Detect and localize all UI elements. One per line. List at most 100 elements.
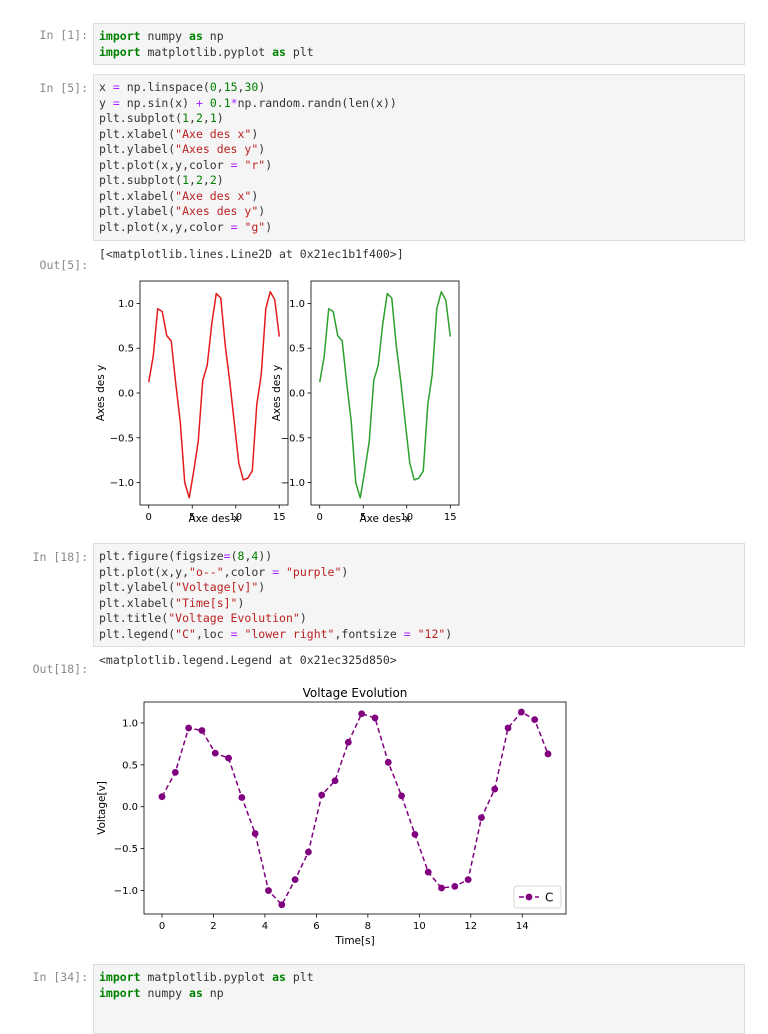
right-subplot: 0 5 10 15 −1.0 −0.5 0.0 0.5 1.0 Axe des x Axes des… [271, 280, 460, 525]
code-cell[interactable]: plt.figure(figsize=(8,4)) plt.plot(x,y,"o… [93, 543, 745, 647]
code-token: ( [230, 549, 238, 563]
code-token: "Axes des y" [175, 142, 259, 156]
code-token: "purple" [285, 564, 342, 579]
code-token: np [202, 29, 224, 43]
code-token: = [230, 157, 238, 172]
code-token: = [272, 564, 280, 579]
code-token: 30 [244, 80, 259, 94]
y-tick-label: 0.0 [122, 802, 138, 813]
x-tick-label: 15 [444, 512, 457, 523]
code-token: as [272, 970, 286, 984]
code-token: ) [341, 564, 349, 579]
code-token: numpy [140, 29, 190, 43]
x-axis-label: Axe des x [188, 513, 239, 525]
code-token: "Voltage Evolution" [168, 611, 300, 625]
code-token: plt.subplot( [99, 111, 183, 125]
code-line: plt.xlabel("Time[s]") [99, 596, 739, 612]
data-point [278, 901, 286, 909]
code-token: ,fontsize [334, 626, 404, 641]
data-point [464, 876, 472, 884]
x-tick-label: 10 [413, 921, 426, 932]
code-line: plt.ylabel("Voltage[v]") [99, 580, 739, 596]
code-line: plt.figure(figsize=(8,4)) [99, 549, 739, 565]
code-token: plt.legend( [99, 626, 176, 641]
code-cell[interactable]: x = np.linspace(0,15,30) y = np.sin(x) + … [93, 74, 745, 241]
code-token: "Axe des x" [175, 126, 252, 141]
code-token: "Time[s]" [175, 595, 238, 610]
code-token [411, 627, 418, 641]
code-token: as [189, 985, 203, 1000]
code-editor[interactable]: x = np.linspace(0,15,30) y = np.sin(x) + … [99, 80, 739, 235]
code-line: y = np.sin(x) + 0.1*np.random.randn(len(… [99, 96, 739, 112]
code-token: 2 [195, 173, 203, 187]
data-point [424, 868, 432, 876]
x-tick-label: 2 [210, 921, 216, 932]
x-tick-label: 5 [360, 512, 366, 523]
input-prompt: In [34]: [32, 970, 88, 984]
code-token: "r" [244, 157, 266, 172]
data-point [531, 716, 539, 723]
code-editor[interactable]: import matplotlib.pyplot as plt import nu… [99, 970, 739, 1001]
code-line: plt.title("Voltage Evolution") [99, 611, 739, 627]
code-token: plt.xlabel( [99, 126, 176, 141]
input-prompt: In [1]: [39, 28, 88, 42]
code-token: plt.ylabel( [99, 142, 176, 156]
code-line: plt.subplot(1,2,2) [99, 173, 739, 189]
y-tick-label: −1.0 [114, 886, 138, 897]
voltage-plot: 0 2 4 6 8 10 12 14 −1.0 −0.5 0.0 0.5 1.0 Time[s] Volta… [96, 686, 567, 947]
data-point [371, 714, 379, 722]
y-tick-label: 0.0 [118, 389, 134, 400]
code-token: plt.xlabel( [99, 188, 176, 203]
code-line: plt.xlabel("Axe des x") [99, 127, 739, 143]
y-tick-label: −0.5 [281, 433, 305, 444]
left-subplot: 0 5 10 15 −1.0 −0.5 0.0 0.5 1.0 Axe des x Axes des… [95, 280, 289, 525]
code-line: plt.plot(x,y,color = "g") [99, 220, 739, 236]
code-token: ) [251, 188, 259, 203]
input-prompt: In [5]: [39, 81, 88, 95]
y-tick-label: −0.5 [110, 433, 134, 444]
code-token: matplotlib.pyplot [140, 44, 273, 59]
series-line [147, 291, 281, 499]
data-point [318, 791, 326, 799]
code-token: import [99, 44, 141, 59]
axes-frame [143, 701, 567, 915]
y-tick-label: 1.0 [118, 299, 134, 310]
code-token: ) [216, 173, 224, 187]
code-line: plt.xlabel("Axe des x") [99, 189, 739, 205]
code-token: , [202, 111, 210, 125]
code-line: plt.ylabel("Axes des y") [99, 204, 739, 220]
y-tick-label: 0.5 [289, 344, 305, 355]
code-token: "Axes des y" [175, 204, 259, 218]
code-editor[interactable]: plt.figure(figsize=(8,4)) plt.plot(x,y,"o… [99, 549, 739, 642]
code-token: ) [216, 111, 224, 125]
x-tick-label: 0 [317, 512, 323, 523]
code-token: plt.ylabel( [99, 204, 176, 218]
code-token: 1 [182, 111, 190, 125]
x-tick-label: 5 [189, 512, 195, 523]
x-axis-label: Time[s] [334, 935, 374, 947]
code-token: 2 [195, 111, 203, 125]
code-editor[interactable]: import numpy as np import matplotlib.pypl… [99, 29, 739, 60]
code-token: = [112, 95, 120, 110]
code-token: ,color [223, 564, 273, 579]
cell-output-text: <matplotlib.legend.Legend at 0x21ec325d8… [99, 653, 397, 667]
code-token: , [237, 80, 245, 94]
code-token: plt.subplot( [99, 173, 183, 187]
code-token: * [230, 95, 238, 110]
code-token: plt.ylabel( [99, 580, 176, 594]
code-token: import [99, 985, 141, 1000]
data-point [398, 792, 405, 800]
code-token: ) [237, 595, 245, 610]
data-point [331, 777, 339, 785]
code-token: ) [258, 580, 266, 594]
output-prompt: Out[5]: [39, 258, 88, 272]
code-token [279, 565, 286, 579]
subplot-figure: 0 5 10 15 −1.0 −0.5 0.0 0.5 1.0 Axe des x Axes des… [95, 280, 460, 525]
code-token: 1 [182, 173, 190, 187]
data-point [225, 754, 232, 762]
code-cell[interactable]: import numpy as np import matplotlib.pypl… [93, 23, 745, 65]
code-token: = [403, 626, 411, 641]
x-tick-label: 4 [262, 921, 268, 932]
code-token: import [99, 970, 141, 984]
x-tick-label: 6 [313, 921, 319, 932]
